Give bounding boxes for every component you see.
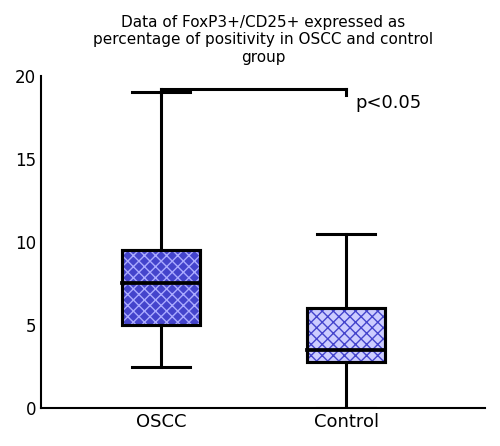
Bar (308, 308, 385, 362)
Bar (308, 308, 385, 362)
Title: Data of FoxP3+/CD25+ expressed as
percentage of positivity in OSCC and control
g: Data of FoxP3+/CD25+ expressed as percen… (93, 15, 433, 65)
Text: p<0.05: p<0.05 (356, 94, 422, 112)
Bar (308, 308, 385, 362)
Bar (122, 250, 200, 325)
Bar (122, 250, 200, 325)
Bar (122, 250, 200, 325)
